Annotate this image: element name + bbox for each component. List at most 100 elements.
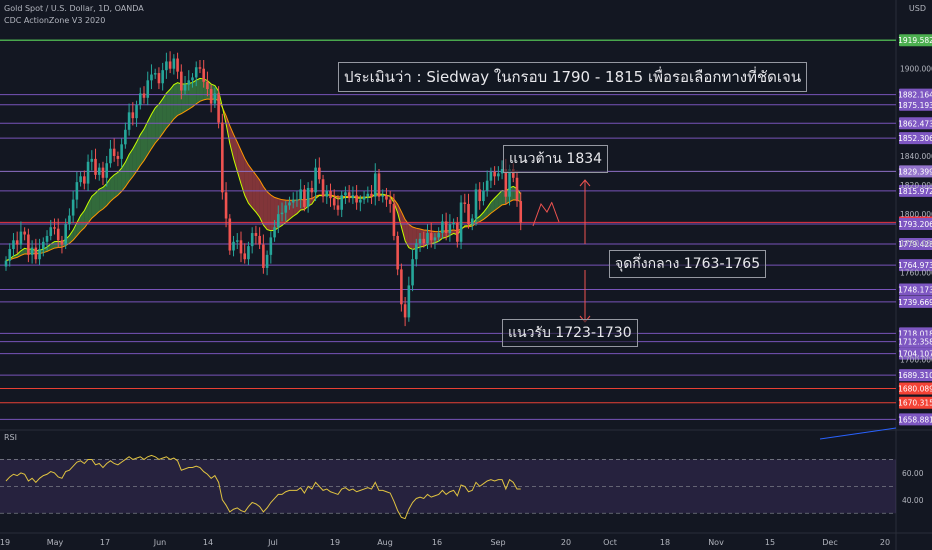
candle-body xyxy=(497,173,500,177)
x-tick-label: Dec xyxy=(822,538,837,547)
candle-body xyxy=(105,163,109,178)
candle-body xyxy=(265,254,269,268)
candle-body xyxy=(303,189,306,207)
level-price-label: 1829.399 xyxy=(898,167,932,176)
candle-body xyxy=(75,182,79,200)
indicator-title[interactable]: CDC ActionZone V3 2020 xyxy=(4,16,106,25)
x-tick-label: 15 xyxy=(765,538,775,547)
level-price-tag xyxy=(899,117,932,130)
ribbon-segment xyxy=(80,210,85,232)
candle-body xyxy=(217,93,220,123)
ribbon-segment xyxy=(125,154,130,187)
up-arrow xyxy=(532,201,553,227)
candle-body xyxy=(56,228,60,241)
candle-body xyxy=(448,224,452,234)
candle-body xyxy=(452,222,455,225)
level-price-tag xyxy=(899,382,932,395)
y-tick-label: 1840.000 xyxy=(900,152,932,161)
ribbon-segment xyxy=(490,198,495,214)
ribbon-segment xyxy=(129,148,133,182)
ribbon-segment xyxy=(110,174,115,202)
ribbon-segment xyxy=(293,200,297,217)
level-price-tag xyxy=(899,184,932,197)
candle-body xyxy=(250,233,254,247)
candle-body xyxy=(336,205,340,210)
candle-body xyxy=(202,68,205,82)
candle-body xyxy=(97,167,101,175)
candle-body xyxy=(329,190,332,199)
y-tick-label: 1900.000 xyxy=(900,65,932,74)
level-price-tag xyxy=(899,347,932,360)
candle-body xyxy=(131,112,135,119)
candle-body xyxy=(392,203,396,236)
down-arrow xyxy=(551,202,560,223)
candle-body xyxy=(362,196,366,200)
candle-body xyxy=(381,195,385,197)
candle-body xyxy=(86,161,90,184)
trend-line xyxy=(819,427,897,440)
ribbon-segment xyxy=(401,211,406,241)
rsi-line xyxy=(5,454,521,520)
ribbon-segment xyxy=(162,93,167,134)
candle-body xyxy=(247,246,250,260)
candle-body xyxy=(198,67,202,69)
candle-body xyxy=(485,180,489,191)
symbol-title[interactable]: Gold Spot / U.S. Dollar, 1D, OANDA xyxy=(4,4,144,13)
level-price-label: 1793.206 xyxy=(898,220,932,229)
ribbon-segment xyxy=(267,191,271,231)
candle-body xyxy=(34,247,38,260)
level-price-label: 1919.582 xyxy=(898,36,932,45)
ribbon-segment xyxy=(136,134,141,172)
y-tick-label: 1820.000 xyxy=(900,181,932,190)
ribbon-segment xyxy=(483,207,488,220)
ribbon-segment xyxy=(99,187,103,212)
candle-body xyxy=(284,205,288,213)
ribbon-segment xyxy=(263,186,268,230)
candle-body xyxy=(426,233,429,244)
candle-body xyxy=(318,167,321,180)
candle-body xyxy=(400,269,403,305)
candle-body xyxy=(243,253,247,260)
candle-body xyxy=(482,190,485,202)
candle-body xyxy=(191,77,194,81)
candle-body xyxy=(142,93,146,98)
candle-body xyxy=(396,235,399,270)
candle-body xyxy=(157,73,161,84)
candle-body xyxy=(433,237,437,241)
x-tick-label: Oct xyxy=(603,538,617,547)
range-arrow-upper-head xyxy=(579,179,591,187)
candle-body xyxy=(4,260,8,267)
candle-body xyxy=(239,240,243,254)
ribbon-segment xyxy=(192,80,197,107)
ribbon-segment xyxy=(240,150,245,196)
ribbon-segment xyxy=(91,193,96,219)
candle-body xyxy=(60,240,64,245)
candle-body xyxy=(138,93,142,106)
ribbon-segment xyxy=(117,168,122,196)
candle-body xyxy=(314,167,317,193)
candle-body xyxy=(359,199,362,203)
candle-body xyxy=(489,171,493,181)
candle-body xyxy=(194,67,198,78)
annotation-assessment: ประเมินว่า : Siedway ในกรอบ 1790 - 1815 … xyxy=(338,62,808,92)
candle-body xyxy=(124,129,127,145)
ribbon-segment xyxy=(106,178,111,206)
ribbon-segment xyxy=(479,212,484,222)
candle-body xyxy=(299,189,302,200)
candle-body xyxy=(411,259,414,286)
level-price-tag xyxy=(899,295,932,308)
candle-body xyxy=(478,189,482,202)
candle-body xyxy=(459,202,463,242)
ribbon-segment xyxy=(132,142,137,177)
level-price-tag xyxy=(899,259,932,272)
ribbon-segment xyxy=(69,230,74,244)
x-tick-label: 20 xyxy=(880,538,890,547)
candle-body xyxy=(172,58,176,69)
candle-body xyxy=(310,187,314,193)
x-tick-label: 16 xyxy=(432,538,442,547)
level-price-label: 1689.310 xyxy=(898,371,932,380)
ribbon-segment xyxy=(244,158,249,204)
ribbon-segment xyxy=(20,248,25,256)
ribbon-segment xyxy=(296,199,301,214)
candle-body xyxy=(515,177,519,202)
